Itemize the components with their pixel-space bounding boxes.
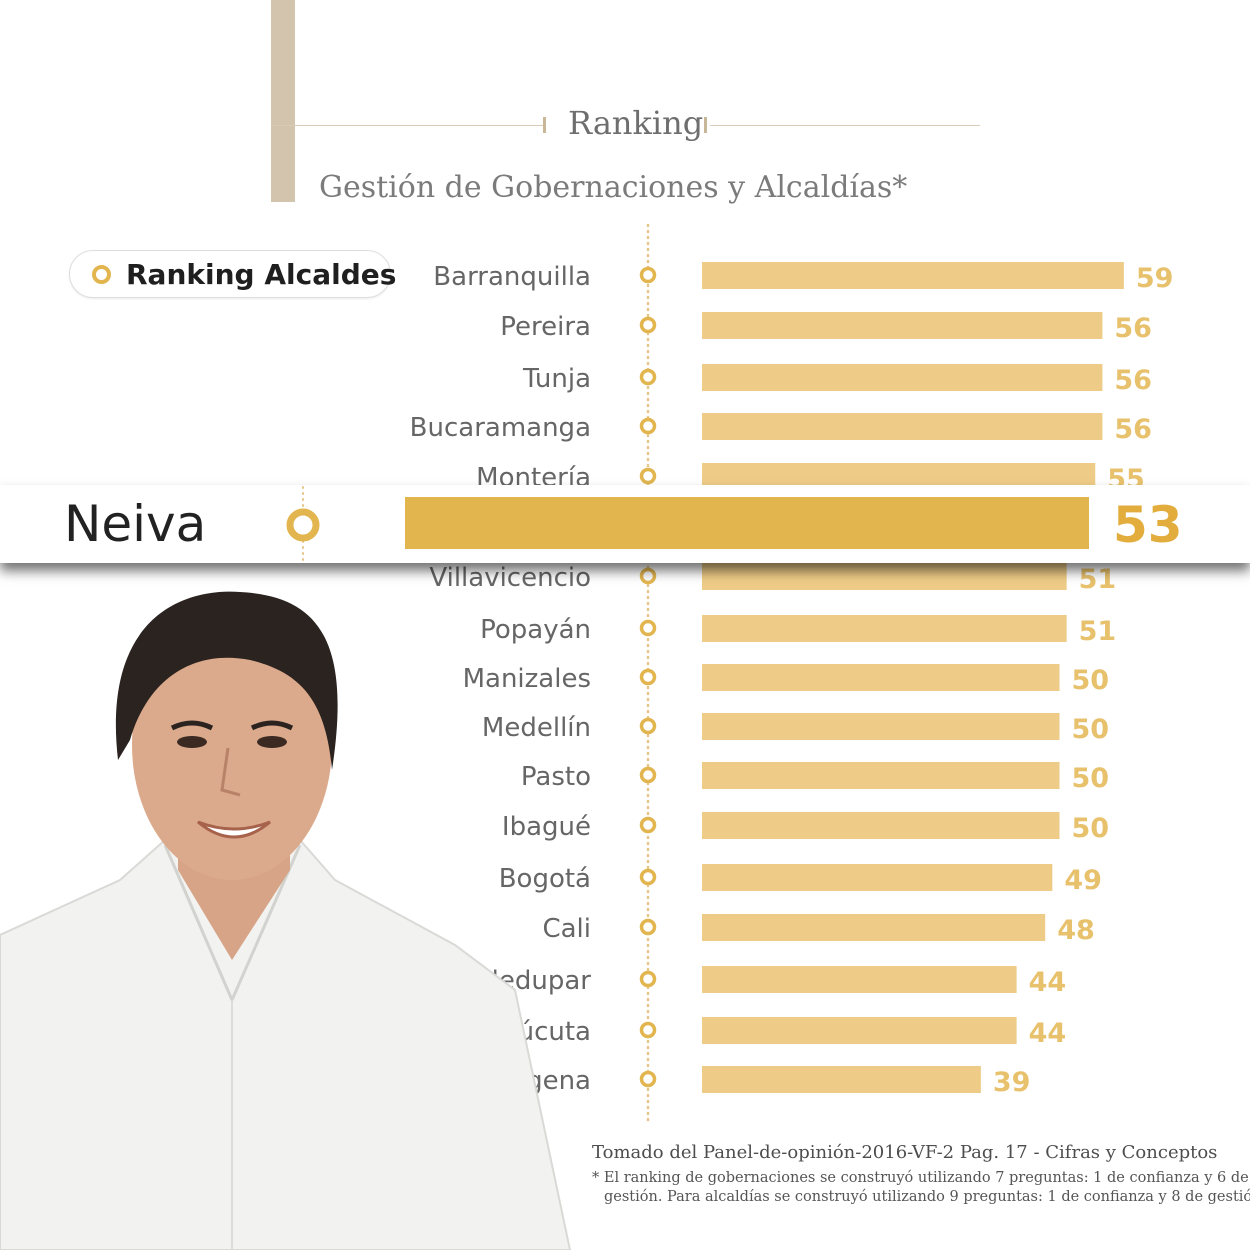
bar: [702, 364, 1103, 391]
city-label: Bucaramanga: [410, 413, 591, 443]
decorative-vertical-bar: [271, 0, 295, 202]
highlight-dot-icon: [286, 508, 320, 542]
highlight-value-label: 53: [1113, 496, 1183, 554]
legend-label: Ranking Alcaldes: [126, 258, 397, 291]
bar-value-label: 51: [1079, 564, 1117, 595]
bar-value-label: 50: [1072, 714, 1110, 745]
methodology-note-line-2: gestión. Para alcaldías se construyó uti…: [604, 1189, 1250, 1205]
city-label: Medellín: [482, 713, 591, 743]
bar: [702, 812, 1060, 839]
bar-value-label: 50: [1072, 813, 1110, 844]
row-dot-icon: [639, 1070, 657, 1088]
highlight-bar: [405, 497, 1089, 549]
title-tick-right: [704, 117, 707, 133]
source-note: Tomado del Panel-de-opinión-2016-VF-2 Pa…: [592, 1142, 1218, 1163]
bar: [702, 413, 1103, 440]
person-photo: [0, 591, 572, 1250]
title-rule-left: [271, 125, 543, 126]
bar: [702, 713, 1060, 740]
title-rule-right: [710, 125, 980, 126]
row-dot-icon: [639, 567, 657, 585]
city-label: Ibagué: [502, 812, 591, 842]
row-dot-icon: [639, 766, 657, 784]
legend-pill: Ranking Alcaldes: [69, 250, 396, 298]
row-dot-icon: [639, 918, 657, 936]
city-label: Bogotá: [499, 864, 591, 894]
row-dot-icon: [639, 619, 657, 637]
bar: [702, 966, 1017, 993]
methodology-note-line-1: * El ranking de gobernaciones se constru…: [592, 1170, 1249, 1186]
row-dot-icon: [639, 668, 657, 686]
bar-value-label: 59: [1136, 263, 1174, 294]
page-title: Ranking: [568, 104, 704, 142]
bar-value-label: 56: [1114, 313, 1152, 344]
title-tick-left: [543, 117, 546, 133]
row-dot-icon: [639, 417, 657, 435]
bar: [702, 563, 1067, 590]
city-label: Barranquilla: [433, 262, 591, 292]
city-label: Tunja: [522, 364, 591, 394]
city-label: Pasto: [521, 762, 591, 792]
bar: [702, 615, 1067, 642]
row-dot-icon: [639, 266, 657, 284]
bar-value-label: 49: [1064, 865, 1102, 896]
row-dot-icon: [639, 717, 657, 735]
bar-value-label: 44: [1029, 967, 1067, 998]
legend-dot-icon: [92, 265, 111, 284]
city-label: Popayán: [480, 615, 591, 645]
bar: [702, 1017, 1017, 1044]
bar-value-label: 44: [1029, 1018, 1067, 1049]
row-dot-icon: [639, 868, 657, 886]
city-label: Villavicencio: [429, 563, 591, 593]
bar: [702, 664, 1060, 691]
city-label: Cali: [542, 914, 591, 944]
row-dot-icon: [639, 368, 657, 386]
bar: [702, 312, 1103, 339]
city-label: Pereira: [500, 312, 591, 342]
bar: [702, 762, 1060, 789]
row-dot-icon: [639, 970, 657, 988]
bar: [702, 1066, 981, 1093]
bar-value-label: 48: [1057, 915, 1095, 946]
bar: [702, 262, 1124, 289]
row-dot-icon: [639, 316, 657, 334]
row-dot-icon: [639, 1021, 657, 1039]
bar-value-label: 39: [993, 1067, 1031, 1098]
row-dot-icon: [639, 467, 657, 485]
bar-value-label: 56: [1114, 365, 1152, 396]
city-label: Manizales: [463, 664, 591, 694]
row-dot-icon: [639, 816, 657, 834]
bar-value-label: 50: [1072, 665, 1110, 696]
bar: [702, 914, 1046, 941]
highlight-city-label: Neiva: [64, 495, 206, 553]
page-subtitle: Gestión de Gobernaciones y Alcaldías*: [319, 170, 908, 205]
bar-value-label: 56: [1114, 414, 1152, 445]
bar: [702, 864, 1053, 891]
bar-value-label: 50: [1072, 763, 1110, 794]
bar-value-label: 51: [1079, 616, 1117, 647]
